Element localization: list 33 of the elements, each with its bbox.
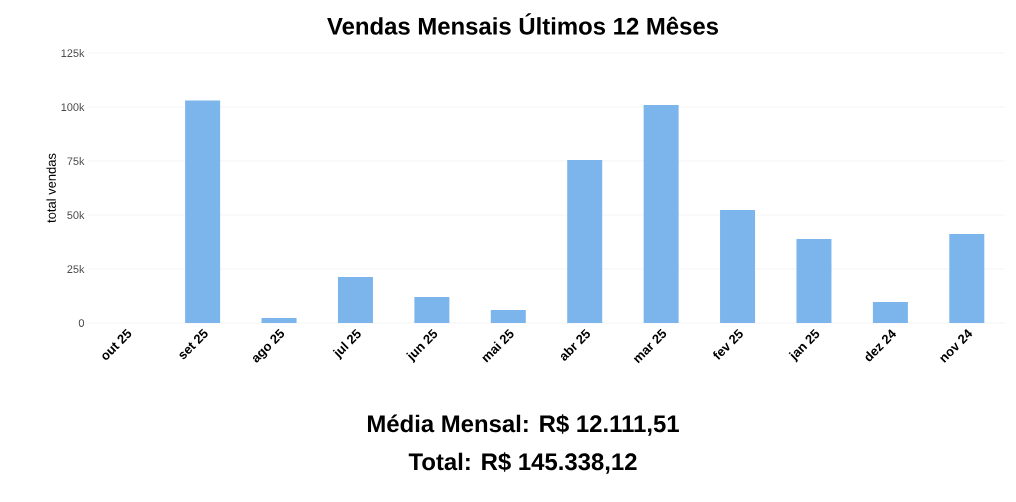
bar (796, 238, 832, 323)
y-axis-title: total vendas (46, 153, 56, 223)
x-tick-label: mai 25 (482, 328, 514, 363)
x-tick-label: mar 25 (633, 328, 667, 364)
y-tick-label: 0 (78, 319, 85, 327)
x-tick-label: fev 25 (713, 328, 743, 360)
x-tick-label: nov 24 (939, 328, 973, 363)
x-tick-label: out 25 (102, 328, 132, 360)
x-tick-label: set 25 (179, 328, 208, 360)
bar (720, 210, 756, 323)
bar (185, 100, 221, 323)
x-tick-label: dez 24 (865, 329, 897, 362)
text: Total: R$ 145.338,12 (408, 452, 637, 474)
x-tick-label: ago 25 (252, 328, 285, 363)
x-tick-label: jun 25 (406, 328, 438, 364)
bar (949, 234, 985, 323)
bar (872, 302, 908, 323)
y-tick-label: 75k (67, 156, 85, 166)
y-tick-label: 100k (61, 102, 85, 112)
bar (490, 310, 526, 323)
chart-title: Vendas Mensais Últimos 12 Mêses (327, 13, 719, 35)
bar (643, 105, 679, 323)
x-tick-label: abr 25 (560, 328, 590, 361)
text: Média Mensal: R$ 12.111,51 (367, 414, 679, 436)
y-tick-label: 25k (67, 264, 85, 274)
bar (567, 159, 603, 323)
x-tick-label: jan 25 (788, 328, 820, 363)
y-tick-label: 125k (61, 48, 85, 58)
y-tick-label: 50k (67, 210, 85, 220)
x-tick-label: jul 25 (332, 328, 361, 361)
bar (337, 276, 373, 323)
bar (261, 318, 297, 323)
bar (414, 297, 450, 323)
